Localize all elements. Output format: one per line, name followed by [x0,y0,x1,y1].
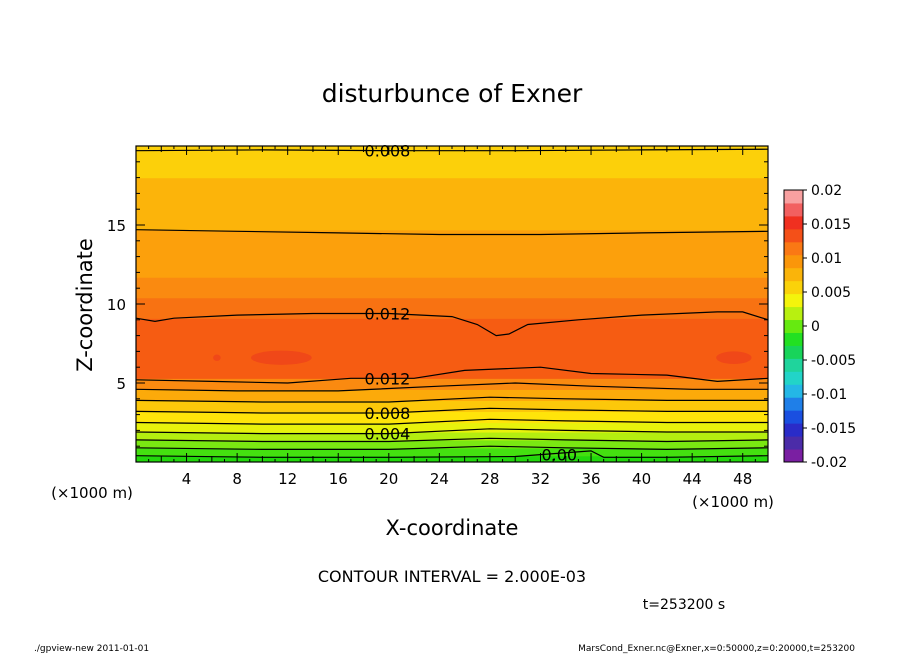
patch-2 [213,354,221,361]
colorbar-swatch-8 [784,345,803,359]
x-tick-label-16: 16 [329,470,348,488]
colorbar-swatch-0 [784,449,803,463]
band-3 [136,431,768,441]
x-tick-label-44: 44 [683,470,702,488]
y-tick-label-5: 5 [116,375,126,393]
colorbar-swatch-17 [784,228,803,243]
colorbar-swatch-11 [784,306,803,321]
x-tick-label-12: 12 [278,470,297,488]
contour-label-3: 0.012 [365,369,411,388]
colorbar-tick-label-5: -0.005 [811,353,856,369]
band-6 [136,400,768,413]
time-note: t=253200 s [643,597,725,613]
contour-line-11 [136,450,768,458]
contour-line-1 [136,229,768,236]
colorbar-swatch-3 [784,410,803,424]
y-tick-label-10: 10 [107,296,126,314]
band-1 [136,447,768,457]
contour-label-0: 0.008 [365,142,411,161]
colorbar-swatch-20 [784,190,803,204]
colorbar-swatch-13 [784,280,803,295]
contour-line-5 [136,396,768,403]
contour-line-0 [136,148,768,152]
x-tick-label-28: 28 [480,470,499,488]
band-5 [136,411,768,424]
patch-1 [716,351,752,365]
x-tick-label-32: 32 [531,470,550,488]
contour-label-11: 0.00 [541,446,577,465]
colorbar-tick-label-7: -0.015 [811,421,856,437]
colorbar-swatch-15 [784,254,803,269]
contour-line-8 [136,428,768,435]
colorbar-swatch-19 [784,202,803,217]
plot-content [136,146,768,462]
contour-line-9 [136,437,768,443]
contour-interval-note: CONTOUR INTERVAL = 2.000E-03 [318,567,586,586]
y-unit-label: (×1000 m) [51,484,133,502]
x-tick-label-4: 4 [182,470,192,488]
x-tick-label-20: 20 [379,470,398,488]
colorbar-swatch-1 [784,436,803,450]
contour-line-10 [136,445,768,451]
band-2 [136,439,768,449]
colorbar-swatch-9 [784,332,803,346]
contour-label-6: 0.008 [365,404,411,423]
colorbar-tick-label-4: 0 [811,319,820,335]
contour-line-2 [136,311,768,337]
band-8 [136,378,768,390]
x-axis-label: X-coordinate [386,516,519,540]
colorbar-swatch-16 [784,241,803,256]
colorbar-tick-label-1: 0.015 [811,217,851,233]
colorbar-swatch-4 [784,397,803,411]
x-unit-label: (×1000 m) [692,493,774,511]
colorbar-swatch-10 [784,319,803,333]
x-tick-label-40: 40 [632,470,651,488]
chart-title: disturbunce of Exner [322,79,583,108]
colorbar-tick-label-0: 0.02 [811,183,842,199]
contour-label-2: 0.012 [365,304,411,323]
colorbar-tick-label-2: 0.01 [811,251,842,267]
colorbar-swatch-6 [784,371,803,385]
contour-line-3 [136,366,768,384]
x-tick-label-24: 24 [430,470,449,488]
band-14 [136,146,768,179]
y-axis-label: Z-coordinate [73,238,97,372]
band-12 [136,229,768,278]
colorbar-swatch-7 [784,358,803,372]
band-4 [136,422,768,433]
file-note: MarsCond_Exner.nc@Exner,x=0:50000,z=0:20… [578,644,855,654]
colorbar: 0.02 0.015 0.01 0.005 0 -0.005 -0.01 -0.015 -0.0… [783,183,856,471]
band-9 [136,318,768,379]
plot-area: 0.008 0.012 0.012 0.008 0.004 0.00 [136,142,768,465]
y-tick-label-15: 15 [107,217,126,235]
colorbar-swatch-2 [784,423,803,437]
contour-line-6 [136,407,768,414]
contour-line-7 [136,418,768,425]
band-13 [136,177,768,231]
x-tick-label-48: 48 [733,470,752,488]
colorbar-swatch-5 [784,384,803,398]
x-tick-label-36: 36 [581,470,600,488]
colorbar-tick-label-6: -0.01 [811,387,847,403]
colorbar-swatch-12 [784,293,803,308]
contour-label-8: 0.004 [365,425,411,444]
colorbar-swatch-18 [784,215,803,230]
contour-line-4 [136,382,768,392]
band-11 [136,277,768,299]
colorbar-swatch-14 [784,267,803,282]
program-note: ./gpview-new 2011-01-01 [34,644,149,654]
x-tick-label-8: 8 [232,470,242,488]
colorbar-tick-label-3: 0.005 [811,285,851,301]
band-7 [136,389,768,401]
colorbar-tick-label-8: -0.02 [811,455,847,471]
patch-0 [251,350,312,365]
band-0 [136,455,768,462]
